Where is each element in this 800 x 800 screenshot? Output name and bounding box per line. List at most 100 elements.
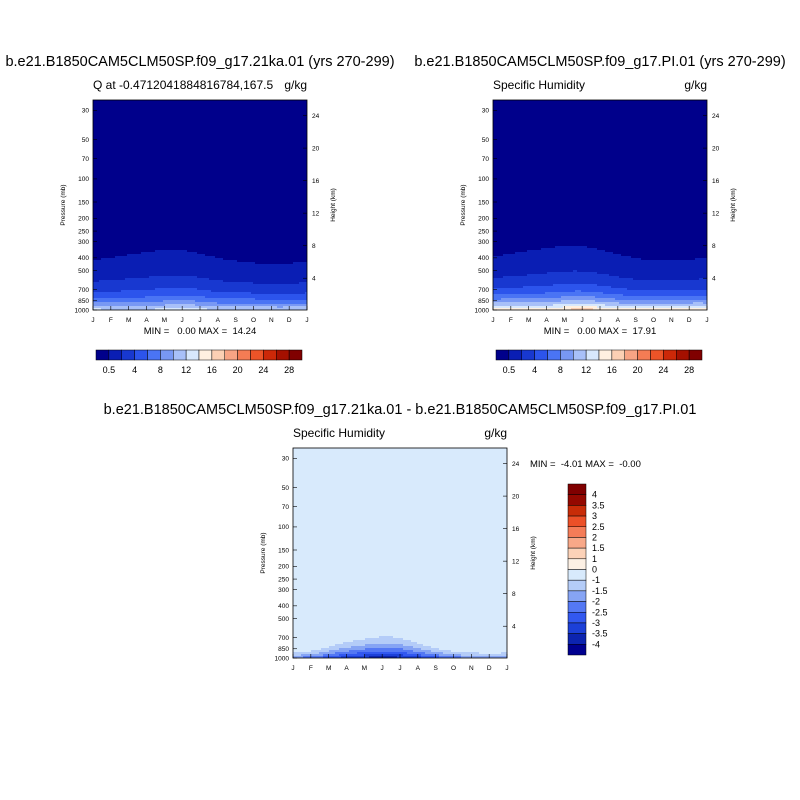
contour-cell (129, 164, 132, 167)
contour-cell (261, 104, 264, 107)
contour-cell (147, 106, 150, 109)
contour-cell (281, 180, 284, 183)
contour-cell (153, 178, 156, 181)
contour-cell (123, 176, 126, 179)
contour-cell (169, 174, 172, 177)
contour-cell (165, 118, 168, 121)
contour-cell (303, 152, 306, 155)
contour-cell (183, 116, 186, 119)
contour-cell (97, 150, 100, 153)
contour-cell (225, 122, 228, 125)
contour-cell (305, 118, 307, 121)
contour-cell (247, 180, 250, 183)
contour-cell (187, 174, 190, 177)
contour-cell (129, 148, 132, 151)
contour-cell (165, 170, 168, 173)
contour-cell (283, 104, 286, 107)
contour-cell (177, 100, 180, 103)
contour-cell (239, 116, 242, 119)
contour-cell (97, 192, 100, 195)
contour-cell (299, 182, 302, 185)
contour-cell (167, 114, 170, 117)
contour-cell (151, 142, 154, 145)
contour-cell (117, 136, 120, 139)
contour-cell (221, 174, 224, 177)
contour-cell (225, 180, 228, 183)
contour-cell (189, 176, 192, 179)
contour-cell (295, 134, 298, 137)
contour-cell (227, 102, 230, 105)
contour-cell (117, 120, 120, 123)
contour-cell (103, 104, 106, 107)
contour-cell (189, 154, 192, 157)
contour-cell (295, 170, 298, 173)
contour-cell (289, 102, 292, 105)
contour-cell (151, 138, 154, 141)
contour-cell (133, 178, 136, 181)
contour-cell (117, 138, 120, 141)
contour-cell (161, 136, 164, 139)
contour-cell (261, 142, 264, 145)
contour-cell (243, 176, 246, 179)
contour-cell (137, 122, 140, 125)
contour-cell (225, 170, 228, 173)
contour-cell (217, 146, 220, 149)
contour-cell (169, 130, 172, 133)
contour-cell (219, 112, 222, 115)
contour-cell (251, 114, 254, 117)
contour-cell (123, 134, 126, 137)
contour-cell (293, 178, 296, 181)
contour-cell (217, 166, 220, 169)
contour-cell (287, 186, 290, 189)
contour-cell (155, 190, 158, 193)
contour-cell (235, 164, 238, 167)
contour-cell (135, 188, 138, 191)
contour-cell (141, 124, 144, 127)
contour-cell (133, 160, 136, 163)
contour-cell (187, 100, 190, 103)
contour-cell (137, 108, 140, 111)
contour-cell (279, 138, 282, 141)
contour-cell (221, 160, 224, 163)
contour-cell (119, 176, 122, 179)
contour-cell (107, 114, 110, 117)
contour-cell (201, 152, 204, 155)
contour-cell (303, 112, 306, 115)
contour-cell (205, 160, 208, 163)
contour-cell (233, 160, 236, 163)
contour-cell (129, 124, 132, 127)
contour-cell (173, 140, 176, 143)
contour-cell (257, 132, 260, 135)
contour-cell (235, 146, 238, 149)
contour-cell (225, 158, 228, 161)
contour-cell (181, 110, 184, 113)
contour-cell (185, 130, 188, 133)
contour-cell (255, 142, 258, 145)
contour-cell (223, 130, 226, 133)
contour-cell (157, 108, 160, 111)
contour-cell (203, 144, 206, 147)
contour-cell (149, 142, 152, 145)
contour-cell (255, 114, 258, 117)
contour-cell (223, 160, 226, 163)
contour-cell (135, 168, 138, 171)
contour-cell (139, 168, 142, 171)
contour-cell (131, 130, 134, 133)
contour-cell (283, 178, 286, 181)
contour-cell (161, 124, 164, 127)
contour-cell (167, 154, 170, 157)
contour-cell (209, 100, 212, 103)
contour-cell (223, 114, 226, 117)
contour-cell (151, 174, 154, 177)
contour-cell (153, 132, 156, 135)
contour-cell (161, 128, 164, 131)
contour-cell (237, 132, 240, 135)
contour-cell (165, 140, 168, 143)
contour-cell (243, 104, 246, 107)
contour-cell (229, 134, 232, 137)
contour-cell (227, 174, 230, 177)
contour-cell (157, 176, 160, 179)
contour-cell (195, 128, 198, 131)
contour-cell (201, 172, 204, 175)
